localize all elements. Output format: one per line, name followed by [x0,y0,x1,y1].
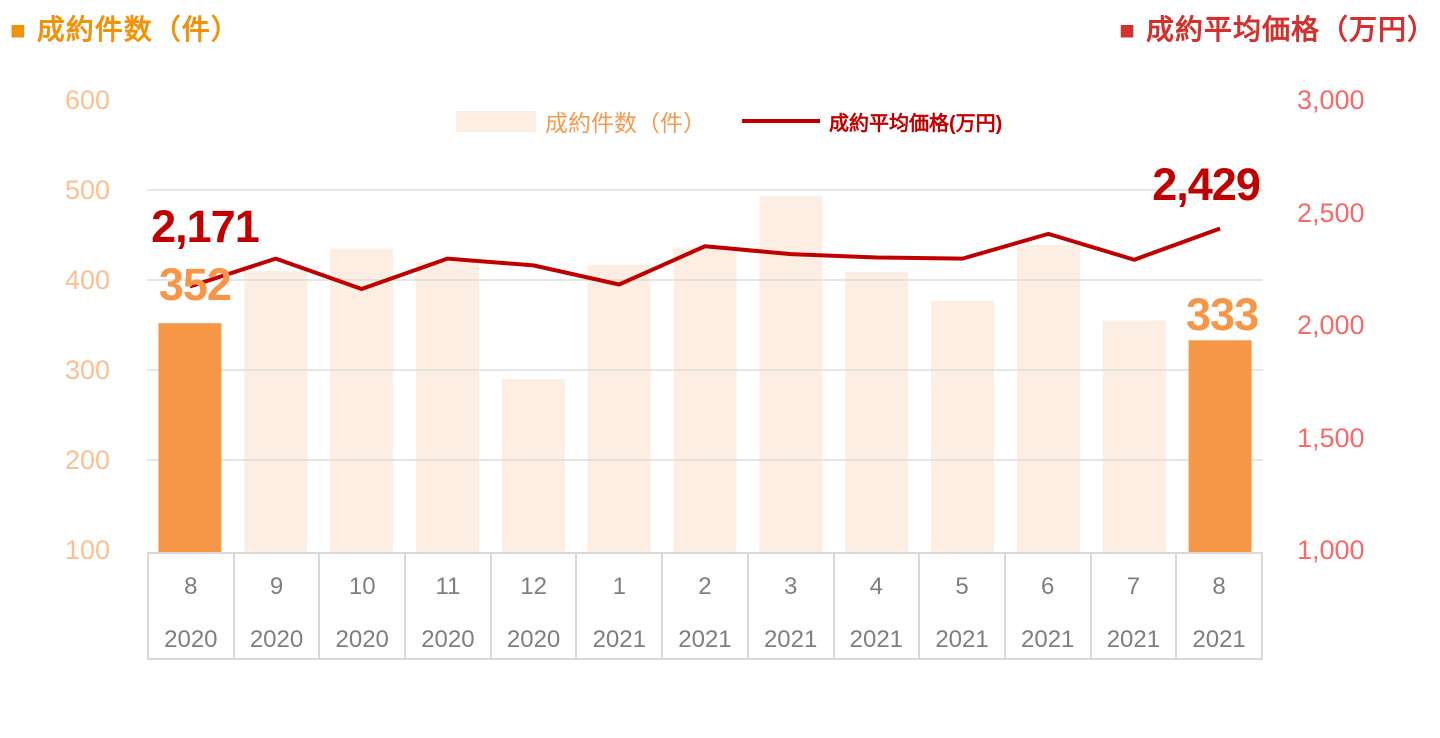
left-axis-tick-400: 400 [64,265,110,295]
year-label: 2021 [763,626,818,653]
left-axis-title-text: 成約件数（件） [36,14,240,45]
right-axis-tick-3,000: 3,000 [1297,85,1365,115]
x-axis-cell-8-2020: 8 2020 [147,554,233,658]
month-label: 12 [520,573,547,600]
year-label: 2021 [592,626,646,653]
x-axis-cell-4-2021: 4 2021 [832,554,919,658]
year-label: 2020 [164,626,218,653]
red-square-icon: ■ [1119,15,1136,45]
month-label: 2 [698,573,712,600]
month-label: 3 [783,573,798,600]
legend-bar-swatch-icon [456,110,536,132]
x-axis-table: 8 2020 9 2020 10 2020 11 2020 12 2020 1 2021 2 2021 3 2… [147,552,1263,660]
year-label: 2020 [421,626,475,653]
legend-line-label: 成約平均価格(万円) [829,112,1003,135]
bar-11-2020 [415,262,479,553]
bar-3-2021 [759,196,823,554]
average-price-line [189,226,1221,291]
chart-legend: 成約件数（件） 成約平均価格(万円) [456,106,1002,136]
legend-bar-label: 成約件数（件） [545,110,706,136]
x-axis-cell-10-2020: 10 2020 [318,554,404,658]
x-axis-cell-7-2021: 7 2021 [1089,554,1176,658]
year-label: 2020 [506,626,561,653]
year-label: 2020 [249,626,304,653]
year-label: 2021 [678,626,732,653]
year-label: 2021 [1021,626,1075,653]
left-axis-title: ■ 成約件数（件） [10,8,240,48]
data-label-bar-333: 333 [1186,289,1259,341]
left-axis-tick-100: 100 [64,535,110,565]
right-axis-tick-2,000: 2,000 [1297,310,1365,340]
x-axis-cell-6-2021: 6 2021 [1003,554,1090,658]
right-axis-tick-2,500: 2,500 [1297,197,1365,228]
year-label: 2021 [1192,626,1246,653]
x-axis-cell-1-2021: 1 2021 [575,554,661,658]
month-label: 9 [269,573,284,600]
x-axis-cell-9-2020: 9 2020 [232,554,319,658]
left-axis-tick-300: 300 [64,355,110,385]
x-axis-cell-2-2021: 2 2021 [661,554,747,658]
bar-6-2021 [1016,244,1080,553]
month-label: 7 [1126,573,1141,600]
left-axis-tick-200: 200 [64,445,110,475]
right-axis-title: ■ 成約平均価格（万円） [1119,8,1436,48]
bar-2-2021 [673,247,737,553]
right-axis-title-text: 成約平均価格（万円） [1145,14,1436,45]
month-label: 1 [612,573,626,600]
data-label-line-2,429: 2,429 [1152,159,1261,211]
year-label: 2021 [1106,626,1161,653]
data-label-line-2,171: 2,171 [151,200,260,252]
x-axis-cell-3-2021: 3 2021 [746,554,833,658]
month-label: 6 [1041,573,1055,600]
bar-9-2020 [244,271,308,553]
month-label: 10 [348,573,376,600]
month-label: 11 [435,573,461,600]
month-label: 8 [1212,573,1226,600]
right-axis-tick-1,500: 1,500 [1297,422,1365,453]
month-label: 5 [955,573,969,600]
data-label-bar-352: 352 [158,259,232,311]
bar-1-2021 [587,264,651,553]
x-axis-cell-5-2021: 5 2021 [918,554,1004,658]
bar-4-2021 [845,271,909,553]
right-axis-tick-1,000: 1,000 [1297,535,1365,565]
x-axis-cell-12-2020: 12 2020 [489,554,576,658]
bar-5-2021 [931,300,995,553]
bar-10-2020 [330,248,394,553]
x-axis-cell-8-2021: 8 2021 [1175,554,1263,658]
month-label: 8 [184,573,198,600]
x-axis-cell-11-2020: 11 2020 [404,554,490,658]
left-axis-tick-500: 500 [64,175,110,205]
bar-12-2020 [501,379,565,553]
bar-7-2021 [1102,320,1166,553]
orange-square-icon: ■ [10,15,27,45]
month-label: 4 [869,573,884,600]
year-label: 2021 [849,626,904,653]
legend-line-swatch-icon [742,119,820,123]
year-label: 2020 [335,626,389,653]
left-axis-tick-600: 600 [64,85,110,115]
bar-highlighted-8-2021 [1188,340,1252,553]
bar-highlighted-8-2020 [158,323,222,553]
year-label: 2021 [935,626,989,653]
